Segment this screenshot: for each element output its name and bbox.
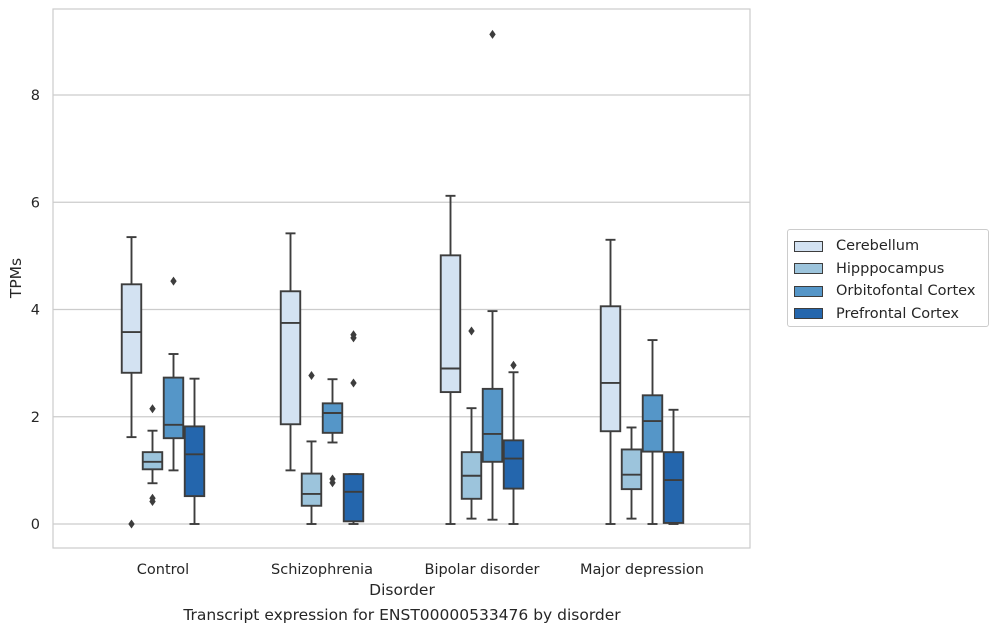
iqr-box: [279, 290, 302, 426]
legend-swatch: [794, 263, 823, 275]
legend-item-prefrontal-cortex: Prefrontal Cortex: [794, 303, 988, 326]
legend-swatch: [794, 240, 823, 252]
iqr-box: [620, 448, 643, 491]
iqr-box: [641, 394, 664, 453]
box-0-2: [439, 194, 462, 525]
outlier-marker: [308, 370, 315, 380]
x-tick-labels: Control Schizophrenia Bipolar disorder Majo…: [137, 562, 704, 578]
iqr-box: [439, 254, 462, 394]
box-3-0: [183, 377, 206, 525]
legend-label: Prefrontal Cortex: [836, 305, 959, 322]
iqr-box: [599, 305, 622, 433]
box-1-0: [141, 404, 164, 506]
boxes: [120, 29, 685, 529]
legend-item-cerebellum: Cerebellum: [794, 235, 988, 258]
outlier-marker: [149, 493, 156, 503]
box-1-2: [460, 326, 483, 520]
iqr-box: [342, 473, 365, 523]
y-tick-label: 4: [31, 303, 40, 319]
y-tick-label: 6: [31, 195, 40, 211]
legend-label: Cerebellum: [836, 238, 920, 255]
y-tick-label: 2: [31, 410, 40, 426]
box-1-1: [300, 370, 323, 525]
legend-label: Orbitofontal Cortex: [836, 283, 976, 300]
iqr-box: [662, 451, 685, 524]
outlier-marker: [350, 378, 357, 388]
y-tick-label: 8: [31, 88, 40, 104]
x-tick-label: Major depression: [580, 562, 704, 578]
y-tick-label: 0: [31, 517, 40, 533]
legend-item-orbitofrontal-cortex: Orbitofontal Cortex: [794, 280, 988, 303]
box-2-2: [481, 29, 504, 521]
outlier-marker: [489, 29, 496, 39]
x-axis-label: Disorder: [369, 581, 435, 599]
box-0-1: [279, 232, 302, 472]
iqr-box: [162, 376, 185, 440]
iqr-box: [141, 451, 164, 471]
outlier-marker: [329, 478, 336, 488]
iqr-box: [120, 283, 143, 374]
x-tick-label: Control: [137, 562, 189, 578]
box-0-0: [120, 236, 143, 529]
box-3-3: [662, 408, 685, 525]
figure-caption: Transcript expression for ENST0000053347…: [183, 606, 621, 624]
outlier-marker: [149, 404, 156, 414]
iqr-box: [481, 387, 504, 463]
box-3-1: [342, 330, 365, 525]
y-tick-labels: 0 2 4 6 8: [31, 88, 40, 533]
iqr-box: [300, 472, 323, 507]
box-2-1: [321, 378, 344, 488]
iqr-box: [183, 425, 206, 498]
y-axis-label: TPMs: [7, 258, 25, 299]
iqr-box: [321, 402, 344, 434]
box-2-3: [641, 339, 664, 525]
x-tick-label: Schizophrenia: [271, 562, 373, 578]
outlier-marker: [128, 519, 135, 529]
x-tick-label: Bipolar disorder: [425, 562, 540, 578]
legend-swatch: [794, 308, 823, 320]
outlier-marker: [350, 333, 357, 343]
legend: Cerebellum Hipppocampus Orbitofontal Cor…: [787, 229, 989, 327]
iqr-box: [502, 439, 525, 490]
box-1-3: [620, 426, 643, 520]
outlier-marker: [468, 326, 475, 336]
legend-item-hippocampus: Hipppocampus: [794, 258, 988, 281]
box-3-2: [502, 360, 525, 525]
outlier-marker: [170, 276, 177, 286]
legend-swatch: [794, 285, 823, 297]
box-2-0: [162, 276, 185, 472]
outlier-marker: [510, 360, 517, 370]
box-0-3: [599, 238, 622, 525]
plot-area-frame: [52, 8, 751, 549]
legend-label: Hipppocampus: [836, 260, 945, 277]
